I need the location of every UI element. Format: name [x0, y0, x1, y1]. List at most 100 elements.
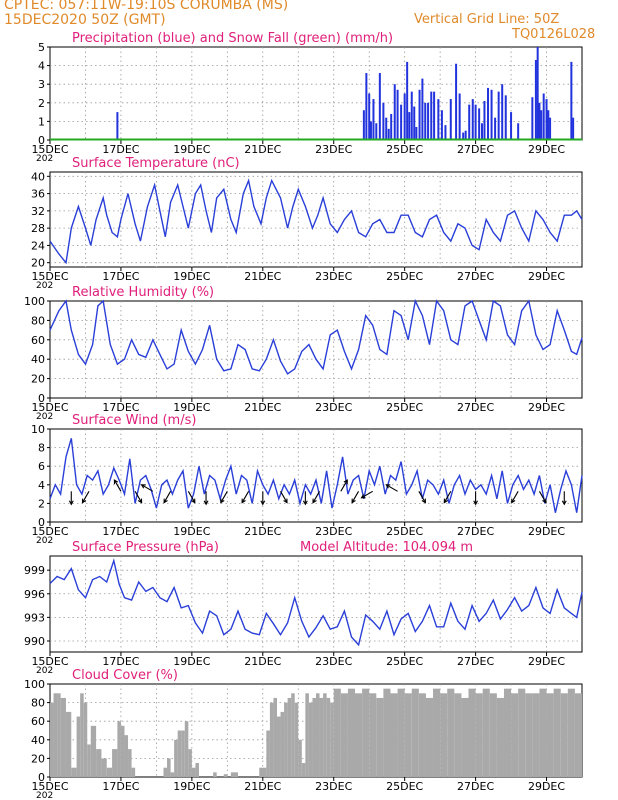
precip-bar: [393, 84, 396, 140]
x-tick-label: 17DEC: [102, 780, 139, 793]
wind-arrow: [386, 484, 398, 492]
cloud-bar: [489, 693, 497, 777]
wind-arrow: [443, 491, 452, 503]
wind-arrow: [280, 491, 288, 503]
x-tick-label: 23DEC: [315, 780, 352, 793]
precip-bar: [494, 117, 497, 140]
precip-bar: [540, 110, 543, 140]
header-date: 15DEC2020 50Z (GMT): [4, 12, 166, 28]
y-tick-label: 32: [31, 205, 45, 218]
precip-bar: [382, 102, 385, 140]
y-tick-label: 6: [38, 460, 45, 473]
precip-bar: [372, 99, 375, 140]
cloud-bar: [269, 702, 274, 777]
wind-arrow: [361, 490, 374, 499]
x-tick-label: 19DEC: [173, 143, 210, 156]
cloud-bar: [319, 697, 324, 777]
precip-bar: [421, 78, 424, 140]
y-tick-label: 40: [31, 734, 45, 747]
cloud-bar: [191, 767, 196, 777]
x-tick-label: 27DEC: [457, 401, 494, 414]
y-tick-label: 4: [38, 479, 45, 492]
cloud-bar: [397, 688, 405, 777]
wind-arrow-head: [385, 484, 391, 489]
cloud-bar: [496, 697, 504, 777]
x-tick-label: 29DEC: [528, 143, 565, 156]
x-tick-label: 23DEC: [315, 143, 352, 156]
cloud-bar: [511, 693, 519, 777]
x-tick-label: 27DEC: [457, 143, 494, 156]
cloud-bar: [266, 730, 270, 777]
x-tick-label: 29DEC: [528, 655, 565, 668]
cloud-bar: [383, 688, 391, 777]
precip-bar: [531, 97, 534, 140]
x-tick-label: 27DEC: [457, 655, 494, 668]
x-tick-label: 23DEC: [315, 525, 352, 538]
cloud-bar: [124, 735, 129, 777]
cloud-bar: [65, 711, 72, 777]
x-year-stub: 202: [36, 791, 53, 800]
precip-bar: [368, 93, 371, 140]
cloud-bar: [326, 697, 331, 777]
wind-arrow-head: [351, 498, 356, 504]
precip-bar: [468, 104, 471, 140]
wind-arrow-head: [203, 500, 209, 506]
model-altitude-label: Model Altitude: 104.094 m: [300, 540, 473, 555]
panel-title: Surface Pressure (hPa): [72, 540, 219, 555]
series-line: [49, 558, 583, 647]
wind-arrow-head: [443, 498, 448, 504]
cloud-bar: [177, 730, 182, 777]
x-tick-label: 27DEC: [457, 270, 494, 283]
cloud-bar: [167, 758, 171, 777]
cloud-bar: [106, 767, 113, 777]
y-tick-label: 996: [24, 588, 45, 601]
cloud-bar: [312, 697, 316, 777]
y-tick-label: 20: [31, 373, 45, 386]
x-tick-label: 25DEC: [386, 655, 423, 668]
cloud-bar: [482, 688, 490, 777]
x-tick-label: 29DEC: [528, 401, 565, 414]
x-tick-label: 29DEC: [528, 780, 565, 793]
precip-bar: [487, 87, 490, 140]
panel-0: 0 1 2 3 4 5 15DEC 17DEC 19DEC 21DEC 23DEC 25DEC 27DE…: [31, 31, 583, 164]
series-line: [49, 178, 583, 265]
x-tick-label: 17DEC: [102, 143, 139, 156]
panel-3: 0 2 4 6 8 10 15DEC 17DEC 19DEC 21DEC 23DEC 25DEC 27D…: [31, 413, 583, 546]
x-tick-label: 21DEC: [244, 525, 281, 538]
precip-bar: [490, 89, 493, 140]
wind-arrow: [538, 491, 547, 503]
y-tick-label: 5: [38, 41, 45, 54]
precip-bar: [406, 61, 409, 140]
cloud-bar: [330, 702, 334, 777]
y-tick-label: 2: [38, 97, 45, 110]
cloud-bar: [461, 697, 469, 777]
y-tick-label: 2: [38, 497, 45, 510]
precip-bar: [387, 128, 390, 140]
header-grid-line-note: Vertical Grid Line: 50Z: [414, 12, 560, 27]
precip-bar: [471, 99, 474, 140]
y-tick-label: 0: [38, 392, 45, 405]
cloud-bar: [90, 725, 97, 777]
y-tick-label: 4: [38, 60, 45, 73]
x-year-stub: 202: [36, 154, 53, 164]
cloud-bar: [101, 758, 107, 777]
wind-arrow-head: [473, 500, 478, 506]
cloud-bar: [287, 697, 292, 777]
wind-arrow-head: [140, 484, 146, 489]
x-tick-label: 25DEC: [386, 270, 423, 283]
cloud-bar: [301, 763, 306, 777]
precip-bar: [455, 63, 458, 140]
precip-bar: [424, 102, 427, 140]
wind-arrow-head: [283, 498, 288, 504]
wind-arrow-head: [220, 498, 225, 504]
x-tick-label: 25DEC: [386, 780, 423, 793]
y-tick-label: 24: [31, 239, 45, 252]
cloud-bar: [213, 772, 217, 777]
x-tick-label: 23DEC: [315, 655, 352, 668]
x-tick-label: 27DEC: [457, 525, 494, 538]
x-tick-label: 19DEC: [173, 780, 210, 793]
cloud-bar: [50, 702, 54, 777]
x-tick-label: 15DEC: [31, 270, 68, 283]
wind-arrow: [340, 479, 348, 492]
